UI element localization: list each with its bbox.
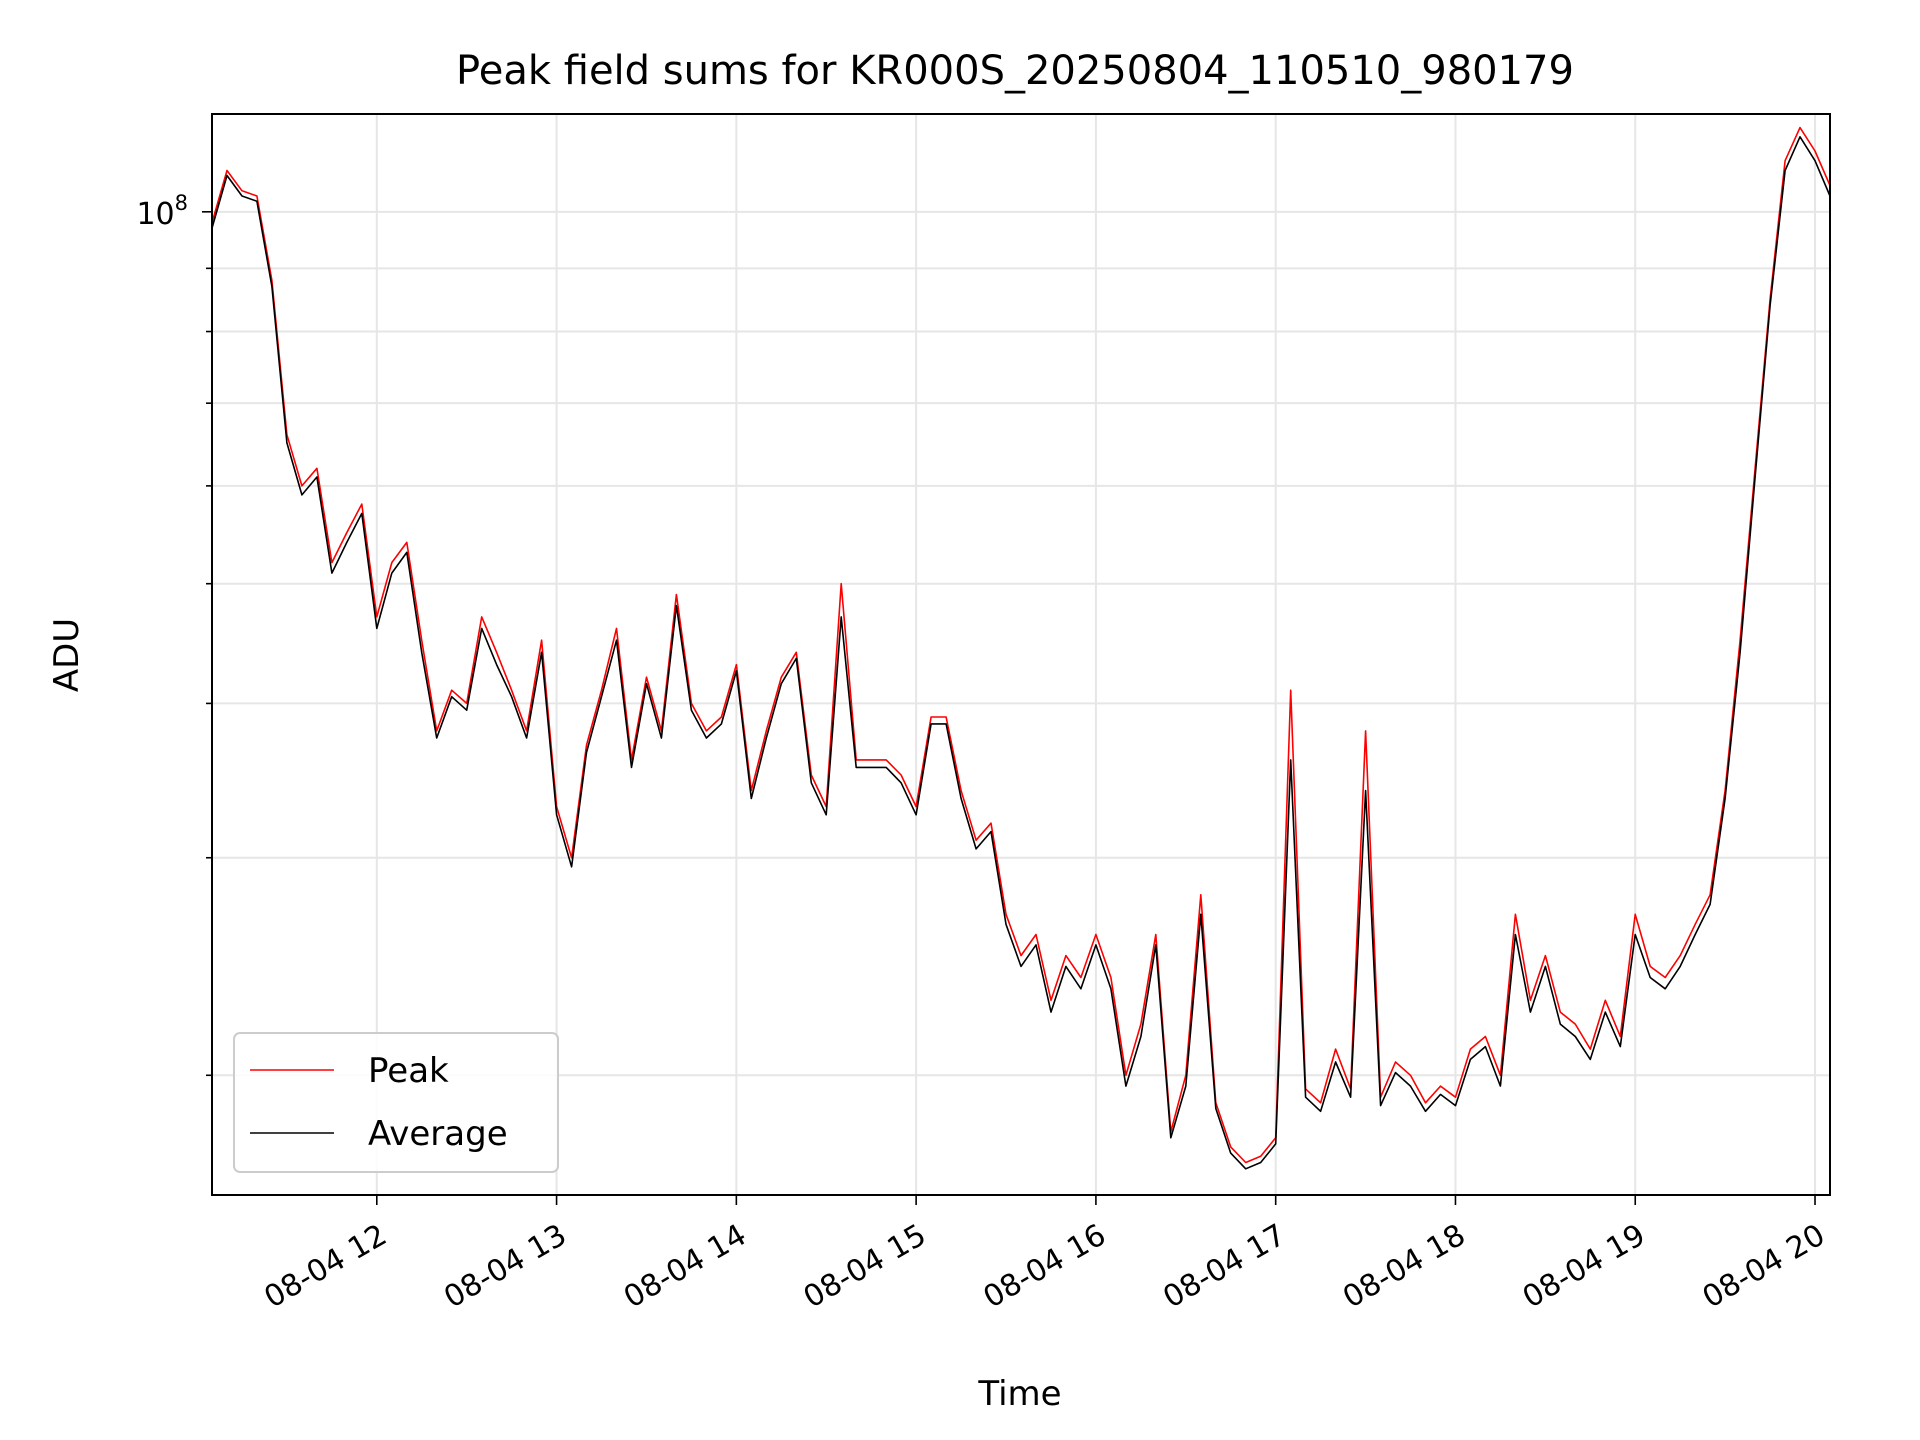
x-axis-label: Time <box>977 1374 1061 1414</box>
series-line-peak <box>211 126 1831 1164</box>
plot-area <box>212 114 1830 1195</box>
series-lines <box>211 126 1831 1170</box>
grid <box>212 114 1830 1195</box>
legend: Peak Average <box>233 1032 559 1173</box>
legend-label-peak: Peak <box>368 1051 449 1091</box>
series-line-average <box>211 136 1831 1170</box>
y-axis-ticks: 108 <box>136 191 212 1077</box>
chart-title: Peak field sums for KR000S_20250804_1105… <box>456 48 1574 94</box>
legend-box <box>233 1032 559 1173</box>
legend-label-average: Average <box>368 1114 508 1154</box>
y-axis-label: ADU <box>47 618 87 692</box>
plot-frame <box>211 113 1831 1196</box>
y-tick-label: 108 <box>136 191 188 232</box>
